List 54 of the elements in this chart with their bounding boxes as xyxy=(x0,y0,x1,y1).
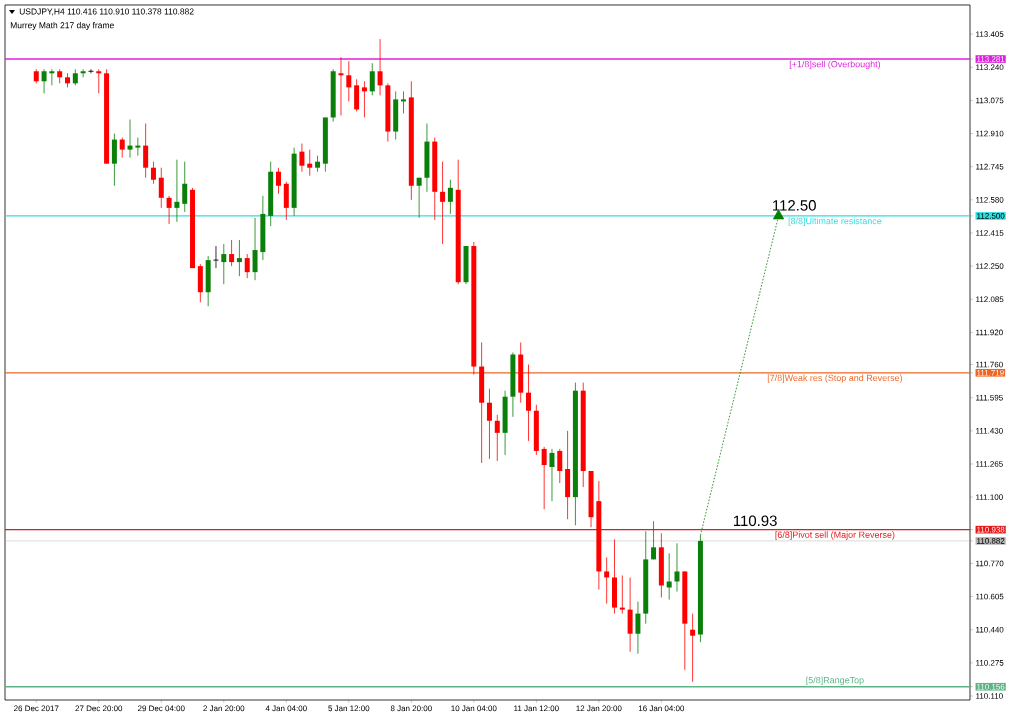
candlestick xyxy=(80,68,86,78)
candlestick xyxy=(541,446,547,510)
candlestick xyxy=(182,161,188,213)
candlestick xyxy=(557,448,563,484)
candlestick xyxy=(690,613,696,683)
candlestick xyxy=(150,161,156,185)
candlestick xyxy=(49,68,55,86)
candlestick xyxy=(236,239,242,277)
annotation: 110.93 xyxy=(733,515,777,527)
candlestick xyxy=(651,520,657,560)
candlestick xyxy=(447,179,453,215)
candlestick xyxy=(166,195,172,225)
candlestick xyxy=(635,601,641,655)
candlestick xyxy=(619,575,625,615)
ref-line-label: [8/8]Ultimate resistance xyxy=(788,217,882,226)
candlestick xyxy=(674,542,680,592)
candlestick xyxy=(494,414,500,462)
candlestick xyxy=(549,448,555,502)
candlestick xyxy=(526,364,532,442)
candlestick xyxy=(213,245,219,269)
candlestick xyxy=(604,556,610,604)
ref-line-label: [7/8]Weak res (Stop and Reverse) xyxy=(767,374,903,383)
candlestick xyxy=(361,80,367,118)
candlestick xyxy=(244,253,250,279)
candlestick xyxy=(174,159,180,223)
candlestick xyxy=(666,552,672,600)
candlestick xyxy=(127,119,133,159)
candlestick xyxy=(119,137,125,159)
candlestick xyxy=(369,62,375,96)
candlestick xyxy=(143,123,149,179)
candlestick xyxy=(416,177,422,219)
candlestick xyxy=(440,161,446,245)
candlestick xyxy=(252,217,258,281)
candlestick xyxy=(221,243,227,285)
candlestick xyxy=(135,137,141,157)
ref-line-label: [5/8]RangeTop xyxy=(806,676,864,686)
candlestick xyxy=(401,90,407,114)
candlestick xyxy=(229,239,235,267)
candlestick xyxy=(486,388,492,460)
candlestick xyxy=(88,68,94,74)
ref-line-label: [+1/8]sell (Overbought) xyxy=(789,60,881,70)
text: Murrey Math 217 day frame xyxy=(10,22,114,30)
candlestick xyxy=(346,60,352,102)
annotation: 112.50 xyxy=(773,200,816,211)
candlestick xyxy=(275,167,281,195)
candlestick xyxy=(158,167,164,209)
ref-line-label: [6/8]Pivot sell (Major Reverse) xyxy=(775,531,895,540)
candlestick xyxy=(338,56,344,116)
candlestick xyxy=(377,38,383,96)
candlestick xyxy=(96,68,102,94)
candlestick xyxy=(307,149,313,177)
candlestick xyxy=(41,68,47,94)
chart-title: USDJPY,H4 110.416 110.910 110.378 110.882 xyxy=(19,8,194,16)
candlestick xyxy=(299,143,305,173)
